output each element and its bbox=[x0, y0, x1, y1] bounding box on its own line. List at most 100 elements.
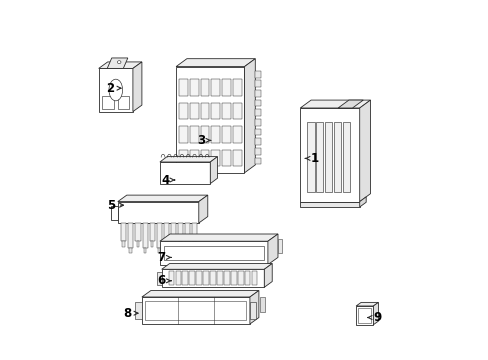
Text: 5: 5 bbox=[107, 199, 115, 212]
Polygon shape bbox=[264, 264, 272, 287]
Polygon shape bbox=[176, 59, 255, 67]
Polygon shape bbox=[99, 62, 142, 68]
Polygon shape bbox=[149, 223, 154, 241]
Polygon shape bbox=[150, 241, 153, 247]
Text: 2: 2 bbox=[106, 82, 114, 95]
Polygon shape bbox=[244, 271, 250, 285]
Polygon shape bbox=[300, 100, 370, 108]
Polygon shape bbox=[184, 223, 189, 248]
Polygon shape bbox=[316, 122, 323, 192]
Polygon shape bbox=[189, 103, 198, 119]
Polygon shape bbox=[211, 150, 220, 166]
Polygon shape bbox=[160, 241, 267, 265]
Polygon shape bbox=[135, 302, 142, 319]
Polygon shape bbox=[255, 138, 260, 145]
Text: 3: 3 bbox=[197, 134, 205, 147]
Polygon shape bbox=[117, 96, 129, 109]
Polygon shape bbox=[224, 271, 229, 285]
Polygon shape bbox=[175, 271, 181, 285]
Polygon shape bbox=[143, 248, 146, 253]
Polygon shape bbox=[136, 241, 139, 247]
Polygon shape bbox=[337, 100, 363, 108]
Polygon shape bbox=[249, 291, 258, 324]
Polygon shape bbox=[222, 103, 231, 119]
Text: 6: 6 bbox=[157, 274, 165, 287]
Polygon shape bbox=[300, 202, 359, 207]
Polygon shape bbox=[358, 308, 370, 323]
Text: 1: 1 bbox=[310, 152, 318, 165]
Polygon shape bbox=[189, 271, 195, 285]
Polygon shape bbox=[121, 223, 126, 241]
Polygon shape bbox=[135, 223, 140, 241]
Polygon shape bbox=[163, 223, 168, 241]
Polygon shape bbox=[179, 241, 181, 247]
Polygon shape bbox=[170, 223, 175, 248]
Polygon shape bbox=[189, 79, 198, 96]
Polygon shape bbox=[189, 150, 198, 166]
Polygon shape bbox=[156, 223, 162, 248]
Polygon shape bbox=[211, 79, 220, 96]
Polygon shape bbox=[179, 150, 187, 166]
Polygon shape bbox=[200, 103, 209, 119]
Polygon shape bbox=[307, 122, 314, 192]
Polygon shape bbox=[179, 126, 187, 143]
Polygon shape bbox=[355, 306, 373, 325]
Polygon shape bbox=[160, 162, 210, 184]
Polygon shape bbox=[122, 241, 125, 247]
Polygon shape bbox=[142, 291, 258, 297]
Polygon shape bbox=[255, 158, 260, 165]
Polygon shape bbox=[191, 223, 197, 241]
Ellipse shape bbox=[109, 79, 122, 101]
Polygon shape bbox=[233, 103, 242, 119]
Polygon shape bbox=[231, 271, 236, 285]
Polygon shape bbox=[355, 302, 378, 306]
Polygon shape bbox=[111, 206, 118, 220]
Polygon shape bbox=[177, 223, 183, 241]
Polygon shape bbox=[211, 103, 220, 119]
Polygon shape bbox=[233, 126, 242, 143]
Polygon shape bbox=[300, 108, 359, 202]
Polygon shape bbox=[222, 150, 231, 166]
Polygon shape bbox=[102, 96, 114, 109]
Polygon shape bbox=[145, 301, 246, 320]
Polygon shape bbox=[118, 195, 207, 202]
Polygon shape bbox=[157, 248, 160, 253]
Polygon shape bbox=[255, 100, 260, 107]
Polygon shape bbox=[133, 62, 142, 112]
Polygon shape bbox=[359, 197, 366, 207]
Polygon shape bbox=[210, 157, 217, 184]
Polygon shape bbox=[233, 79, 242, 96]
Polygon shape bbox=[255, 71, 260, 77]
Polygon shape bbox=[211, 126, 220, 143]
Polygon shape bbox=[160, 234, 277, 241]
Polygon shape bbox=[129, 248, 132, 253]
Polygon shape bbox=[164, 241, 167, 247]
Polygon shape bbox=[182, 271, 187, 285]
Polygon shape bbox=[200, 126, 209, 143]
Polygon shape bbox=[217, 271, 222, 285]
Polygon shape bbox=[238, 271, 243, 285]
Polygon shape bbox=[222, 126, 231, 143]
Polygon shape bbox=[179, 79, 187, 96]
Polygon shape bbox=[255, 80, 260, 87]
Polygon shape bbox=[244, 59, 255, 173]
Polygon shape bbox=[373, 302, 378, 325]
Polygon shape bbox=[199, 195, 207, 223]
Polygon shape bbox=[185, 248, 188, 253]
Polygon shape bbox=[255, 148, 260, 155]
Polygon shape bbox=[99, 68, 133, 112]
Text: 7: 7 bbox=[157, 251, 165, 264]
Ellipse shape bbox=[117, 61, 121, 64]
Polygon shape bbox=[255, 109, 260, 116]
Polygon shape bbox=[107, 58, 127, 68]
Polygon shape bbox=[160, 157, 217, 162]
Polygon shape bbox=[255, 90, 260, 97]
Polygon shape bbox=[157, 272, 162, 284]
Polygon shape bbox=[142, 223, 147, 248]
Text: 8: 8 bbox=[123, 307, 131, 320]
Polygon shape bbox=[162, 269, 264, 287]
Polygon shape bbox=[343, 122, 349, 192]
Polygon shape bbox=[203, 271, 208, 285]
Text: 4: 4 bbox=[161, 174, 169, 186]
Polygon shape bbox=[142, 297, 249, 324]
